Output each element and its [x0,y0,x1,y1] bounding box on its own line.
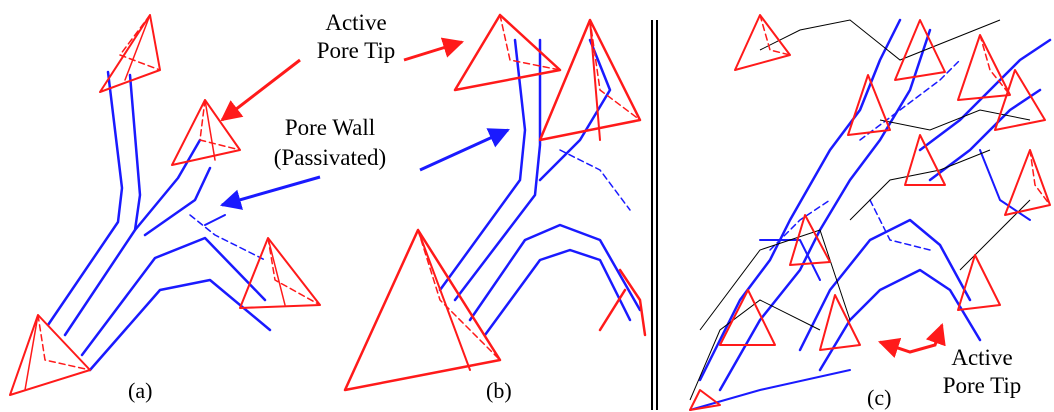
panel-a-label: (a) [128,378,152,403]
arrow-active-tip-left [220,58,301,122]
arrow-pore-wall-right [419,128,510,172]
arrow-pore-wall-left [219,175,321,210]
annotation-active-tip-top: Active Pore Tip [220,10,465,122]
panel-c-pore-walls [689,18,1052,411]
panel-c-label: (c) [867,385,891,410]
annotation-active-tip-top-line1: Active [325,10,386,35]
annotation-active-tip-c: Active Pore Tip [878,323,1022,398]
panel-c-pore-tips [689,14,1051,411]
panel-a-pore-tips [9,14,321,396]
annotation-active-tip-top-line2: Pore Tip [317,38,396,63]
annotation-pore-wall-line2: (Passivated) [274,145,386,170]
panel-b-pore-walls [438,38,642,337]
annotation-pore-wall-line1: Pore Wall [285,115,375,140]
annotation-active-tip-c-line1: Active [951,345,1012,370]
annotation-active-tip-c-line2: Pore Tip [943,373,1022,398]
arrow-active-tip-c [878,323,946,358]
panel-c-black-edges [689,19,1031,401]
panel-c: (c) [689,14,1052,411]
arrow-active-tip-right [403,37,465,62]
panel-b-label: (b) [486,378,512,403]
annotation-pore-wall: Pore Wall (Passivated) [219,115,510,210]
panel-a-pore-walls [46,70,272,372]
panel-divider [651,20,658,410]
panel-a: (a) [9,14,321,403]
panel-b: (b) [343,13,647,403]
panel-b-pore-tips [343,13,647,392]
